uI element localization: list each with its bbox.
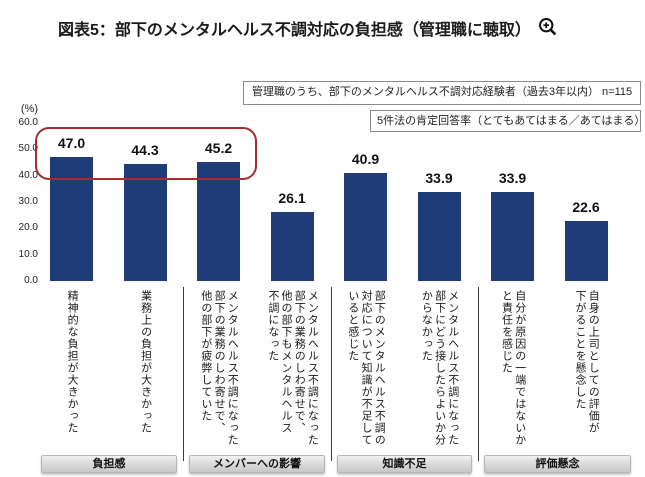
group-divider	[183, 287, 184, 461]
bar-category-label-slot: メンタルヘルス不調になった 部下にどう接したらよいか分 からなかった	[403, 290, 476, 451]
sample-size-note: 管理職のうち、部下のメンタルヘルス不調対応経験者（過去3年以内） n=115	[243, 81, 641, 105]
bar-category-label-slot: メンタルヘルス不調になった 部下の業務のしわ寄せで、 他の部下もメンタルヘルス …	[256, 290, 329, 451]
bar-value-label: 47.0	[57, 135, 86, 152]
bar	[270, 212, 314, 281]
group-divider	[478, 287, 479, 461]
y-axis-tick-label: 10.0	[18, 248, 38, 260]
y-axis-tick-label: 30.0	[18, 196, 38, 207]
bar	[491, 191, 534, 281]
bar-category-label-slot: メンタルヘルス不調になった 部下の業務のしわ寄せで、 他の部下が疲弊していた	[182, 290, 255, 451]
bar	[123, 164, 167, 281]
bar	[417, 191, 461, 281]
bar-value-label: 40.9	[351, 151, 380, 168]
bar-category-label: 部下のメンタルヘルス不調の 対応について知識が不足して いると感じた	[346, 290, 386, 446]
bar-value-label: 44.3	[131, 142, 159, 159]
group-label: 知識不足	[337, 455, 472, 473]
group-label: 負担感	[41, 455, 177, 473]
bar-value-label: 26.1	[278, 190, 306, 207]
bar-category-label: メンタルヘルス不調になった 部下の業務のしわ寄せで、 他の部下が疲弊していた	[199, 290, 239, 446]
bar	[564, 221, 608, 281]
bar	[50, 157, 93, 281]
group-label: 評価懸念	[484, 455, 631, 473]
bar-category-label: メンタルヘルス不調になった 部下の業務のしわ寄せで、 他の部下もメンタルヘルス …	[266, 290, 319, 446]
y-axis-tick-label: 20.0	[18, 222, 38, 234]
group-label: メンバーへの影響	[189, 455, 325, 473]
method-note: 5件法の肯定回答率（とてもあてはまる／あてはまる）	[370, 110, 645, 132]
y-axis-tick-label: 50.0	[18, 143, 38, 155]
bar-category-label: 自身の上司としての評価が 下がることを懸念した	[574, 290, 600, 434]
bar-category-label-slot: 精神的な負担が大きかった	[35, 290, 108, 451]
bar-category-label-slot: 自分が原因の一端ではないか と責任を感じた	[476, 290, 549, 451]
y-axis-tick-label: 60.0	[18, 117, 38, 128]
page-title: 図表5：部下のメンタルヘルス不調対応の負担感（管理職に聴取）	[58, 22, 531, 39]
bar-value-label: 22.6	[572, 199, 600, 216]
bar-value-label: 45.2	[204, 139, 233, 156]
bar	[197, 161, 240, 281]
bar-value-label: 33.9	[498, 169, 527, 186]
bar-category-label-slot: 自身の上司としての評価が 下がることを懸念した	[550, 290, 623, 451]
bar-category-label: 精神的な負担が大きかった	[66, 290, 79, 434]
bar-value-label: 33.9	[425, 169, 453, 186]
bar-category-label-slot: 業務上の負担が大きかった	[109, 290, 182, 451]
bar	[344, 173, 387, 281]
y-axis-tick-label: 40.0	[18, 169, 38, 181]
y-axis-tick-label: 0.0	[24, 275, 38, 286]
bar-category-label: 業務上の負担が大きかった	[139, 290, 152, 434]
zoom-in-icon[interactable]	[538, 17, 558, 37]
group-divider	[331, 287, 332, 461]
bar-category-label: メンタルヘルス不調になった 部下にどう接したらよいか分 からなかった	[420, 290, 459, 446]
bar-category-label-slot: 部下のメンタルヘルス不調の 対応について知識が不足して いると感じた	[329, 290, 402, 451]
y-axis-unit-label: (%)	[20, 103, 38, 115]
bar-category-label: 自分が原因の一端ではないか と責任を感じた	[500, 290, 526, 446]
